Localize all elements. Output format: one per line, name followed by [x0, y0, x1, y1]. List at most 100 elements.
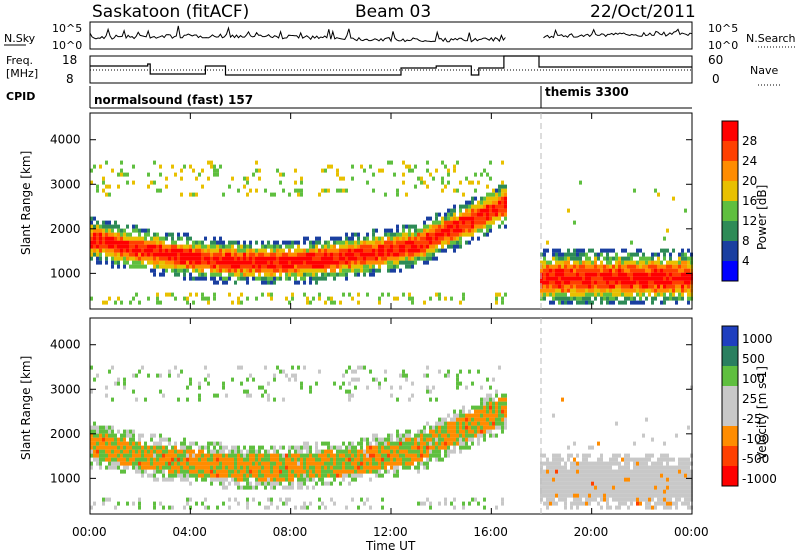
heatmap-cell: [156, 264, 159, 269]
heatmap-cell: [672, 260, 675, 265]
heatmap-cell: [372, 377, 375, 382]
heatmap-cell: [174, 469, 177, 474]
heatmap-cell: [564, 264, 567, 269]
noise-left-tick-low: 10^0: [52, 39, 82, 52]
heatmap-cell: [357, 272, 360, 277]
heatmap-cell: [117, 260, 120, 265]
heatmap-cell: [618, 465, 621, 470]
heatmap-cell: [597, 256, 600, 261]
heatmap-cell: [123, 429, 126, 434]
heatmap-cell: [408, 453, 411, 458]
heatmap-cell: [360, 461, 363, 466]
heatmap-cell: [552, 461, 555, 466]
heatmap-cell: [369, 244, 372, 249]
heatmap-cell: [414, 457, 417, 462]
heatmap-cell: [567, 256, 570, 261]
heatmap-cell: [198, 461, 201, 466]
heatmap-cell: [105, 437, 108, 442]
heatmap-cell: [198, 248, 201, 253]
heatmap-cell: [339, 461, 342, 466]
heatmap-cell: [630, 485, 633, 490]
heatmap-cell: [369, 252, 372, 257]
heatmap-cell: [561, 284, 564, 289]
heatmap-cell: [459, 449, 462, 454]
heatmap-cell: [498, 417, 501, 422]
heatmap-cell: [660, 485, 663, 490]
y-tick-label: 3000: [50, 382, 81, 396]
heatmap-cell: [615, 489, 618, 494]
heatmap-cell: [477, 413, 480, 418]
heatmap-cell: [429, 256, 432, 261]
heatmap-cell: [441, 180, 444, 185]
heatmap-cell: [567, 272, 570, 277]
heatmap-cell: [270, 477, 273, 482]
heatmap-cell: [168, 252, 171, 257]
heatmap-cell: [258, 385, 261, 390]
heatmap-cell: [555, 252, 558, 257]
heatmap-cell: [669, 256, 672, 261]
heatmap-cell: [657, 192, 660, 197]
heatmap-cell: [432, 453, 435, 458]
heatmap-cell: [447, 180, 450, 185]
heatmap-cell: [330, 252, 333, 257]
heatmap-cell: [144, 236, 147, 241]
heatmap-cell: [162, 244, 165, 249]
heatmap-cell: [123, 457, 126, 462]
heatmap-cell: [171, 453, 174, 458]
heatmap-cell: [543, 260, 546, 265]
heatmap-cell: [354, 252, 357, 257]
heatmap-cell: [267, 276, 270, 281]
heatmap-cell: [288, 465, 291, 470]
heatmap-cell: [441, 224, 444, 229]
heatmap-cell: [249, 473, 252, 478]
heatmap-cell: [330, 457, 333, 462]
heatmap-cell: [567, 264, 570, 269]
heatmap-cell: [630, 497, 633, 502]
heatmap-cell: [234, 260, 237, 265]
heatmap-cell: [345, 461, 348, 466]
heatmap-cell: [447, 240, 450, 245]
heatmap-cell: [99, 228, 102, 233]
heatmap-cell: [609, 276, 612, 281]
heatmap-cell: [96, 188, 99, 193]
heatmap-cell: [597, 481, 600, 486]
heatmap-cell: [288, 244, 291, 249]
heatmap-cell: [273, 465, 276, 470]
heatmap-cell: [663, 453, 666, 458]
heatmap-cell: [93, 164, 96, 169]
heatmap-cell: [417, 244, 420, 249]
heatmap-cell: [378, 445, 381, 450]
heatmap-cell: [375, 473, 378, 478]
heatmap-cell: [666, 260, 669, 265]
heatmap-cell: [267, 449, 270, 454]
heatmap-cell: [129, 433, 132, 438]
heatmap-cell: [405, 457, 408, 462]
heatmap-cell: [366, 457, 369, 462]
heatmap-cell: [453, 236, 456, 241]
heatmap-cell: [354, 477, 357, 482]
heatmap-cell: [687, 489, 690, 494]
heatmap-cell: [162, 248, 165, 253]
heatmap-cell: [456, 413, 459, 418]
heatmap-cell: [141, 449, 144, 454]
heatmap-cell: [96, 260, 99, 265]
heatmap-cell: [609, 268, 612, 273]
heatmap-cell: [564, 284, 567, 289]
heatmap-cell: [417, 469, 420, 474]
heatmap-cell: [471, 204, 474, 209]
heatmap-cell: [321, 264, 324, 269]
heatmap-cell: [471, 216, 474, 221]
heatmap-cell: [462, 505, 465, 510]
heatmap-cell: [447, 224, 450, 229]
heatmap-cell: [288, 497, 291, 502]
heatmap-cell: [567, 284, 570, 289]
heatmap-cell: [474, 208, 477, 213]
heatmap-cell: [576, 288, 579, 293]
heatmap-cell: [105, 453, 108, 458]
heatmap-cell: [444, 417, 447, 422]
velocity-colorbar-tick: -100: [742, 432, 769, 446]
heatmap-cell: [378, 441, 381, 446]
heatmap-cell: [297, 453, 300, 458]
heatmap-cell: [294, 373, 297, 378]
heatmap-cell: [393, 445, 396, 450]
